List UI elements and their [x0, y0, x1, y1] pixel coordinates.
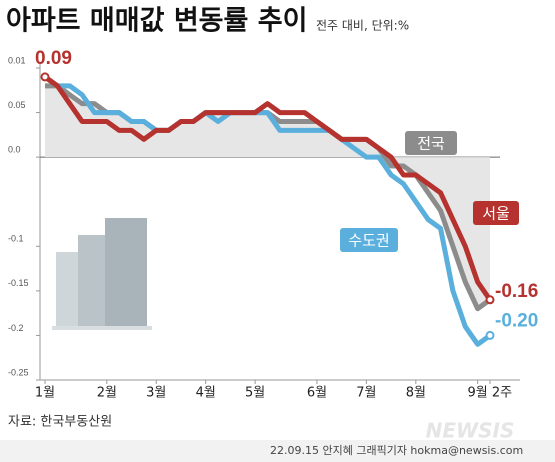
y-tick-label: 0.0	[8, 145, 21, 155]
x-tick-label: 3월	[146, 386, 166, 401]
x-tick-label: 4월	[196, 386, 216, 401]
y-tick-label: -0.25	[8, 367, 29, 377]
legend-label: 수도권	[348, 232, 389, 250]
y-tick-label: 0.05	[8, 100, 26, 110]
source: 자료: 한국부동산원	[8, 415, 112, 430]
x-tick-label: 2주	[492, 386, 512, 401]
end-dot	[485, 295, 495, 305]
legend-box	[473, 201, 519, 225]
chart-title: 아파트 매매값 변동률 추이	[6, 6, 307, 37]
data-label: 0.09	[35, 48, 72, 69]
x-tick-label: 9월	[468, 386, 488, 401]
x-tick-label: 5월	[245, 386, 265, 401]
watermark: NEWSIS	[426, 419, 515, 443]
buildings	[52, 218, 152, 330]
series-line	[43, 74, 493, 302]
y-tick-label: -0.1	[8, 234, 24, 244]
end-dot	[40, 72, 50, 82]
series-line	[43, 74, 492, 347]
x-tick-label: 7월	[356, 386, 376, 401]
x-tick-label: 8월	[406, 386, 426, 401]
end-dot	[485, 330, 495, 340]
y-tick-label: 0.01	[8, 55, 26, 65]
data-label: -0.20	[495, 310, 538, 331]
data-label: -0.16	[495, 281, 538, 302]
legend-box	[340, 228, 398, 252]
y-tick-label: -0.15	[8, 278, 29, 288]
chart-subtitle: 전주 대비, 단위:%	[316, 19, 409, 33]
y-tick-label: -0.2	[8, 323, 24, 333]
legend-box	[405, 131, 457, 155]
x-tick-label: 2월	[97, 386, 117, 401]
area	[45, 85, 490, 309]
legend-label: 서울	[482, 205, 510, 223]
credit: 22.09.15 안지혜 그래픽기자 hokma@newsis.com	[270, 444, 523, 457]
x-tick-label: 6월	[307, 386, 327, 401]
legend-label: 전국	[417, 135, 445, 153]
x-tick-label: 1월	[35, 386, 55, 401]
footer-band	[0, 440, 555, 462]
